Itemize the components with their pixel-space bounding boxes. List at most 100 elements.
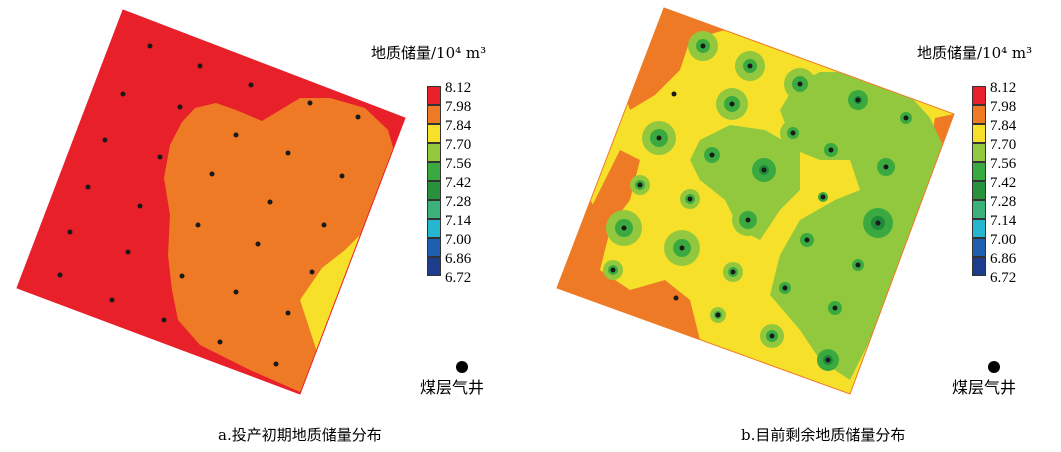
legend-label: 7.28 [445, 194, 472, 210]
well-marker [610, 267, 616, 273]
well-marker [637, 182, 643, 188]
map-b-caption: b.目前剩余地质储量分布 [741, 426, 906, 444]
legend-label: 6.86 [445, 251, 472, 267]
legend-swatch [972, 124, 986, 143]
well-marker [217, 339, 223, 345]
legend-label: 7.28 [990, 194, 1017, 210]
well-marker [671, 91, 677, 97]
well-marker [67, 229, 73, 235]
legend-label: 7.00 [445, 232, 472, 248]
well-marker [790, 130, 796, 136]
map-b-well-symbol [988, 361, 1000, 373]
legend-swatch [972, 162, 986, 181]
well-marker [161, 317, 167, 323]
well-marker [255, 241, 261, 247]
well-marker [883, 164, 889, 170]
legend-swatch [972, 105, 986, 124]
well-marker [855, 262, 861, 268]
well-marker [321, 222, 327, 228]
legend-label: 7.98 [990, 99, 1017, 115]
map-a-zone-orange [164, 98, 398, 392]
well-marker [125, 249, 131, 255]
legend-swatch [972, 181, 986, 200]
well-marker [195, 222, 201, 228]
map-a-wells [57, 43, 361, 367]
legend-label: 7.42 [445, 175, 472, 191]
legend-swatch [972, 200, 986, 219]
map-b [556, 7, 955, 395]
legend-swatch [427, 105, 441, 124]
well-marker [307, 100, 313, 106]
map-a-boundary [16, 9, 406, 395]
well-marker [875, 220, 881, 226]
legend-label: 7.00 [990, 232, 1017, 248]
well-marker [782, 285, 788, 291]
map-b-zone-orange [575, 150, 640, 240]
map-b-well-label: 煤层气井 [952, 378, 1017, 397]
well-marker [285, 310, 291, 316]
well-marker [761, 167, 767, 173]
well-marker [57, 272, 63, 278]
legend-label: 7.98 [445, 99, 472, 115]
well-marker [285, 150, 291, 156]
well-marker [656, 135, 662, 141]
well-marker [730, 269, 736, 275]
well-marker [157, 154, 163, 160]
legend-label: 7.42 [990, 175, 1017, 191]
legend-label: 7.14 [445, 213, 472, 229]
legend-label: 7.56 [990, 156, 1017, 172]
legend-label: 7.70 [445, 137, 472, 153]
well-marker [85, 184, 91, 190]
well-marker [715, 312, 721, 318]
legend-label: 7.56 [445, 156, 472, 172]
well-marker [745, 217, 751, 223]
well-marker [233, 289, 239, 295]
legend-label: 7.70 [990, 137, 1017, 153]
map-b-wells [610, 43, 909, 363]
well-marker [267, 199, 273, 205]
legend-swatch [427, 162, 441, 181]
map-a-legend-title: 地质储量/10⁴ m³ [371, 44, 487, 62]
legend-label: 6.86 [990, 251, 1017, 267]
map-b-legend-title: 地质储量/10⁴ m³ [917, 44, 1033, 62]
well-marker [109, 297, 115, 303]
well-marker [825, 357, 831, 363]
well-marker [903, 115, 909, 121]
legend-label: 7.84 [990, 118, 1017, 134]
well-marker [769, 333, 775, 339]
well-marker [679, 245, 685, 251]
well-marker [729, 101, 735, 107]
legend-swatch [972, 143, 986, 162]
legend-swatch [427, 124, 441, 143]
legend-swatch [427, 257, 441, 276]
well-marker [804, 237, 810, 243]
legend-swatch [427, 219, 441, 238]
map-a-well-symbol [456, 361, 468, 373]
well-marker [177, 104, 183, 110]
map-a-well-label: 煤层气井 [420, 378, 485, 397]
well-marker [673, 295, 679, 301]
legend-label: 7.14 [990, 213, 1017, 229]
well-marker [820, 194, 826, 200]
well-marker [832, 305, 838, 311]
legend-label: 8.12 [445, 80, 472, 96]
well-marker [687, 196, 693, 202]
well-marker [147, 43, 153, 49]
map-b-inner-cores [759, 96, 885, 365]
well-marker [273, 361, 279, 367]
legend-swatch [427, 181, 441, 200]
map-a-caption: a.投产初期地质储量分布 [218, 426, 382, 444]
well-marker [709, 152, 715, 158]
well-marker [339, 173, 345, 179]
legend-label: 7.84 [445, 118, 472, 134]
legend-swatch [427, 200, 441, 219]
legend-label: 6.72 [445, 270, 472, 286]
map-b-boundary [556, 7, 955, 395]
well-marker [248, 82, 254, 88]
well-marker [179, 273, 185, 279]
well-marker [209, 171, 215, 177]
well-marker [102, 137, 108, 143]
well-marker [355, 114, 361, 120]
well-marker [621, 225, 627, 231]
